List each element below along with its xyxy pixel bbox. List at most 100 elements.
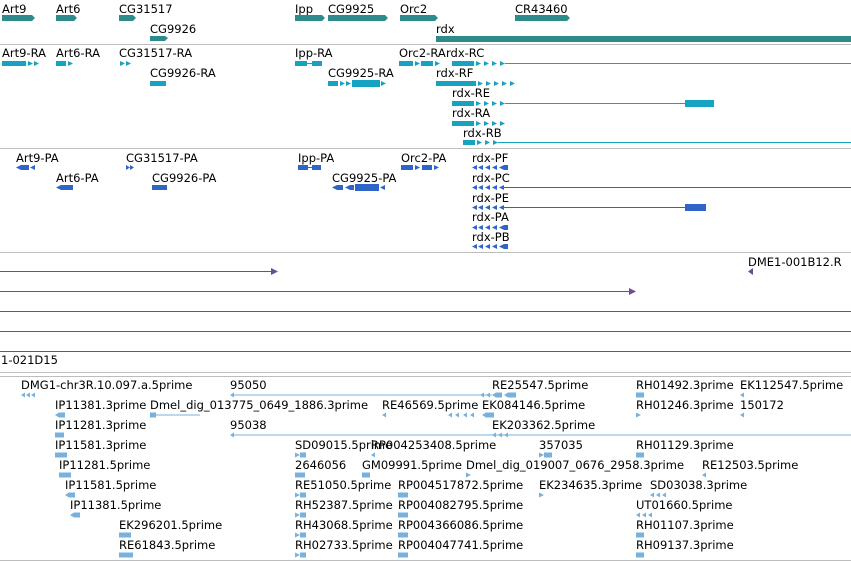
gene-glyphs bbox=[2, 15, 851, 42]
est-label[interactable]: Dmel_dig_019007_0676_2958.3prime bbox=[466, 458, 685, 472]
clone-glyphs bbox=[0, 268, 851, 352]
est-label[interactable]: DMG1-chr3R.10.097.a.5prime bbox=[21, 378, 193, 392]
gene-label[interactable]: Art9 bbox=[2, 2, 27, 16]
gene-glyph-cg9926 bbox=[150, 36, 168, 41]
est-label[interactable]: RE51050.5prime bbox=[295, 478, 392, 492]
gene-label[interactable]: CG9926 bbox=[150, 22, 197, 36]
est-label[interactable]: EK296201.5prime bbox=[119, 518, 223, 532]
gene-glyph-art9 bbox=[2, 15, 35, 21]
est-track: DMG1-chr3R.10.097.a.5prime 95050 RE25547… bbox=[0, 377, 851, 560]
protein-label[interactable]: rdx-PF bbox=[472, 151, 509, 165]
protein-label[interactable]: Orc2-PA bbox=[401, 151, 447, 165]
est-label[interactable]: RH01246.3prime bbox=[636, 398, 734, 412]
transcript-glyphs bbox=[2, 61, 851, 145]
clone-track: DME1-001B12.R 1-021D15 bbox=[0, 253, 851, 372]
est-label[interactable]: Dmel_dig_013775_0649_1886.3prime bbox=[150, 398, 369, 412]
clone-label[interactable]: DME1-001B12.R bbox=[748, 255, 842, 269]
track-divider bbox=[0, 372, 851, 373]
est-label[interactable]: RP004366086.5prime bbox=[398, 518, 524, 532]
track-divider bbox=[0, 44, 851, 45]
gene-label[interactable]: Orc2 bbox=[400, 2, 428, 16]
est-label[interactable]: RH09137.3prime bbox=[636, 538, 734, 552]
est-label[interactable]: 95050 bbox=[230, 378, 267, 392]
est-label[interactable]: 2646056 bbox=[295, 458, 347, 472]
gene-glyph-cr43460 bbox=[515, 15, 570, 21]
gene-glyph-orc2 bbox=[400, 15, 438, 21]
est-label[interactable]: EK203362.5prime bbox=[492, 418, 596, 432]
est-label[interactable]: RE12503.5prime bbox=[702, 458, 799, 472]
protein-label[interactable]: rdx-PE bbox=[472, 191, 509, 205]
est-label[interactable]: IP11581.5prime bbox=[65, 478, 157, 492]
gene-label[interactable]: rdx bbox=[436, 22, 455, 36]
protein-label[interactable]: rdx-PB bbox=[472, 230, 510, 244]
est-label[interactable]: 150172 bbox=[740, 398, 784, 412]
est-label[interactable]: RP004253408.5prime bbox=[371, 438, 497, 452]
est-label[interactable]: RH43068.5prime bbox=[295, 518, 393, 532]
gene-glyph-art6 bbox=[56, 15, 77, 21]
protein-track: Art9-PA Art6-PA CG31517-PA CG9926-PA Ipp… bbox=[0, 149, 851, 252]
gene-glyph-rdx bbox=[436, 36, 851, 42]
est-label[interactable]: SD03038.3prime bbox=[650, 478, 748, 492]
est-label[interactable]: EK084146.5prime bbox=[482, 398, 586, 412]
protein-label[interactable]: CG9926-PA bbox=[152, 171, 217, 185]
est-label[interactable]: IP11381.3prime bbox=[55, 398, 147, 412]
transcript-track: Art9-RA Art6-RA CG31517-RA CG9926-RA Ipp… bbox=[0, 45, 851, 148]
est-label[interactable]: RE46569.5prime bbox=[382, 398, 479, 412]
est-label[interactable]: 95038 bbox=[230, 418, 267, 432]
protein-label[interactable]: rdx-PA bbox=[472, 210, 509, 224]
gene-label[interactable]: CG31517 bbox=[119, 2, 173, 16]
est-label[interactable]: IP11281.3prime bbox=[55, 418, 147, 432]
transcript-label[interactable]: rdx-RA bbox=[452, 106, 491, 120]
transcript-label[interactable]: CG9926-RA bbox=[150, 66, 216, 80]
protein-label[interactable]: Ipp-PA bbox=[298, 151, 335, 165]
est-label[interactable]: RP004517872.5prime bbox=[398, 478, 524, 492]
est-glyphs bbox=[21, 392, 851, 558]
gene-track: Art9 Art6 CG31517 CG9926 Ipp CG9925 Orc2… bbox=[0, 0, 851, 44]
est-label[interactable]: EK112547.5prime bbox=[740, 378, 844, 392]
transcript-label[interactable]: Art9-RA bbox=[2, 46, 46, 60]
protein-label[interactable]: CG31517-PA bbox=[126, 151, 198, 165]
protein-glyphs bbox=[16, 165, 851, 249]
est-label[interactable]: EK234635.3prime bbox=[539, 478, 643, 492]
est-label[interactable]: UT01660.5prime bbox=[636, 498, 733, 512]
est-label[interactable]: RP004047741.5prime bbox=[398, 538, 524, 552]
est-label[interactable]: 357035 bbox=[539, 438, 583, 452]
protein-label[interactable]: Art9-PA bbox=[16, 151, 59, 165]
gene-glyph-cg31517 bbox=[119, 15, 136, 21]
est-label[interactable]: RE25547.5prime bbox=[492, 378, 589, 392]
protein-label[interactable]: rdx-PC bbox=[472, 171, 510, 185]
rdx-protein-glyphs bbox=[472, 165, 851, 249]
transcript-label[interactable]: rdx-RF bbox=[436, 66, 474, 80]
est-label[interactable]: RH02733.5prime bbox=[295, 538, 393, 552]
track-divider bbox=[0, 148, 851, 149]
clone-label[interactable]: 1-021D15 bbox=[1, 353, 58, 367]
protein-label[interactable]: Art6-PA bbox=[56, 171, 99, 185]
est-label[interactable]: IP11381.5prime bbox=[70, 498, 162, 512]
gene-label[interactable]: Ipp bbox=[295, 2, 313, 16]
est-label[interactable]: IP11281.5prime bbox=[59, 458, 151, 472]
est-label[interactable]: IP11581.3prime bbox=[55, 438, 147, 452]
transcript-label[interactable]: CG9925-RA bbox=[328, 66, 394, 80]
est-label[interactable]: RE61843.5prime bbox=[119, 538, 216, 552]
est-label[interactable]: GM09991.5prime bbox=[362, 458, 462, 472]
transcript-label[interactable]: Orc2-RA bbox=[399, 46, 446, 60]
gene-label[interactable]: CR43460 bbox=[515, 2, 568, 16]
track-divider bbox=[0, 376, 851, 377]
transcript-label[interactable]: CG31517-RA bbox=[119, 46, 193, 60]
est-label[interactable]: RH52387.5prime bbox=[295, 498, 393, 512]
est-label[interactable]: RP004082795.5prime bbox=[398, 498, 524, 512]
est-label[interactable]: SD09015.5prime bbox=[295, 438, 393, 452]
gene-label[interactable]: Art6 bbox=[56, 2, 81, 16]
est-label[interactable]: RH01107.3prime bbox=[636, 518, 734, 532]
transcript-label[interactable]: Art6-RA bbox=[56, 46, 100, 60]
transcript-label[interactable]: rdx-RE bbox=[452, 86, 491, 100]
gene-label[interactable]: CG9925 bbox=[328, 2, 375, 16]
protein-label[interactable]: CG9925-PA bbox=[332, 171, 397, 185]
est-label[interactable]: RH01129.3prime bbox=[636, 438, 734, 452]
track-divider bbox=[0, 252, 851, 253]
transcript-label[interactable]: rdx-RB bbox=[463, 126, 502, 140]
transcript-label[interactable]: rdx-RC bbox=[446, 46, 485, 60]
transcript-label[interactable]: Ipp-RA bbox=[295, 46, 333, 60]
est-label[interactable]: RH01492.3prime bbox=[636, 378, 734, 392]
